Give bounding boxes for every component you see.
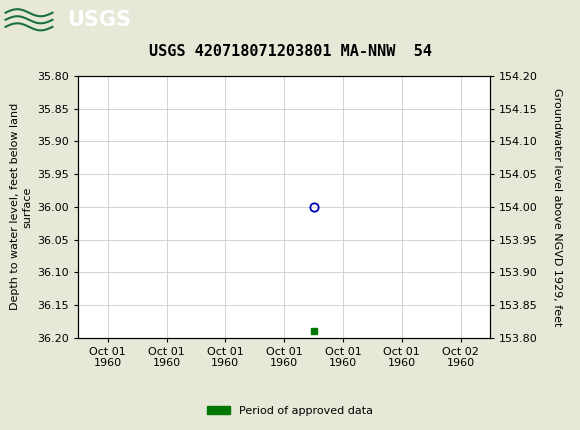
- Text: USGS: USGS: [67, 10, 130, 30]
- Legend: Period of approved data: Period of approved data: [203, 401, 377, 420]
- Text: USGS 420718071203801 MA-NNW  54: USGS 420718071203801 MA-NNW 54: [148, 44, 432, 59]
- Y-axis label: Depth to water level, feet below land
surface: Depth to water level, feet below land su…: [10, 103, 32, 310]
- Y-axis label: Groundwater level above NGVD 1929, feet: Groundwater level above NGVD 1929, feet: [552, 88, 562, 326]
